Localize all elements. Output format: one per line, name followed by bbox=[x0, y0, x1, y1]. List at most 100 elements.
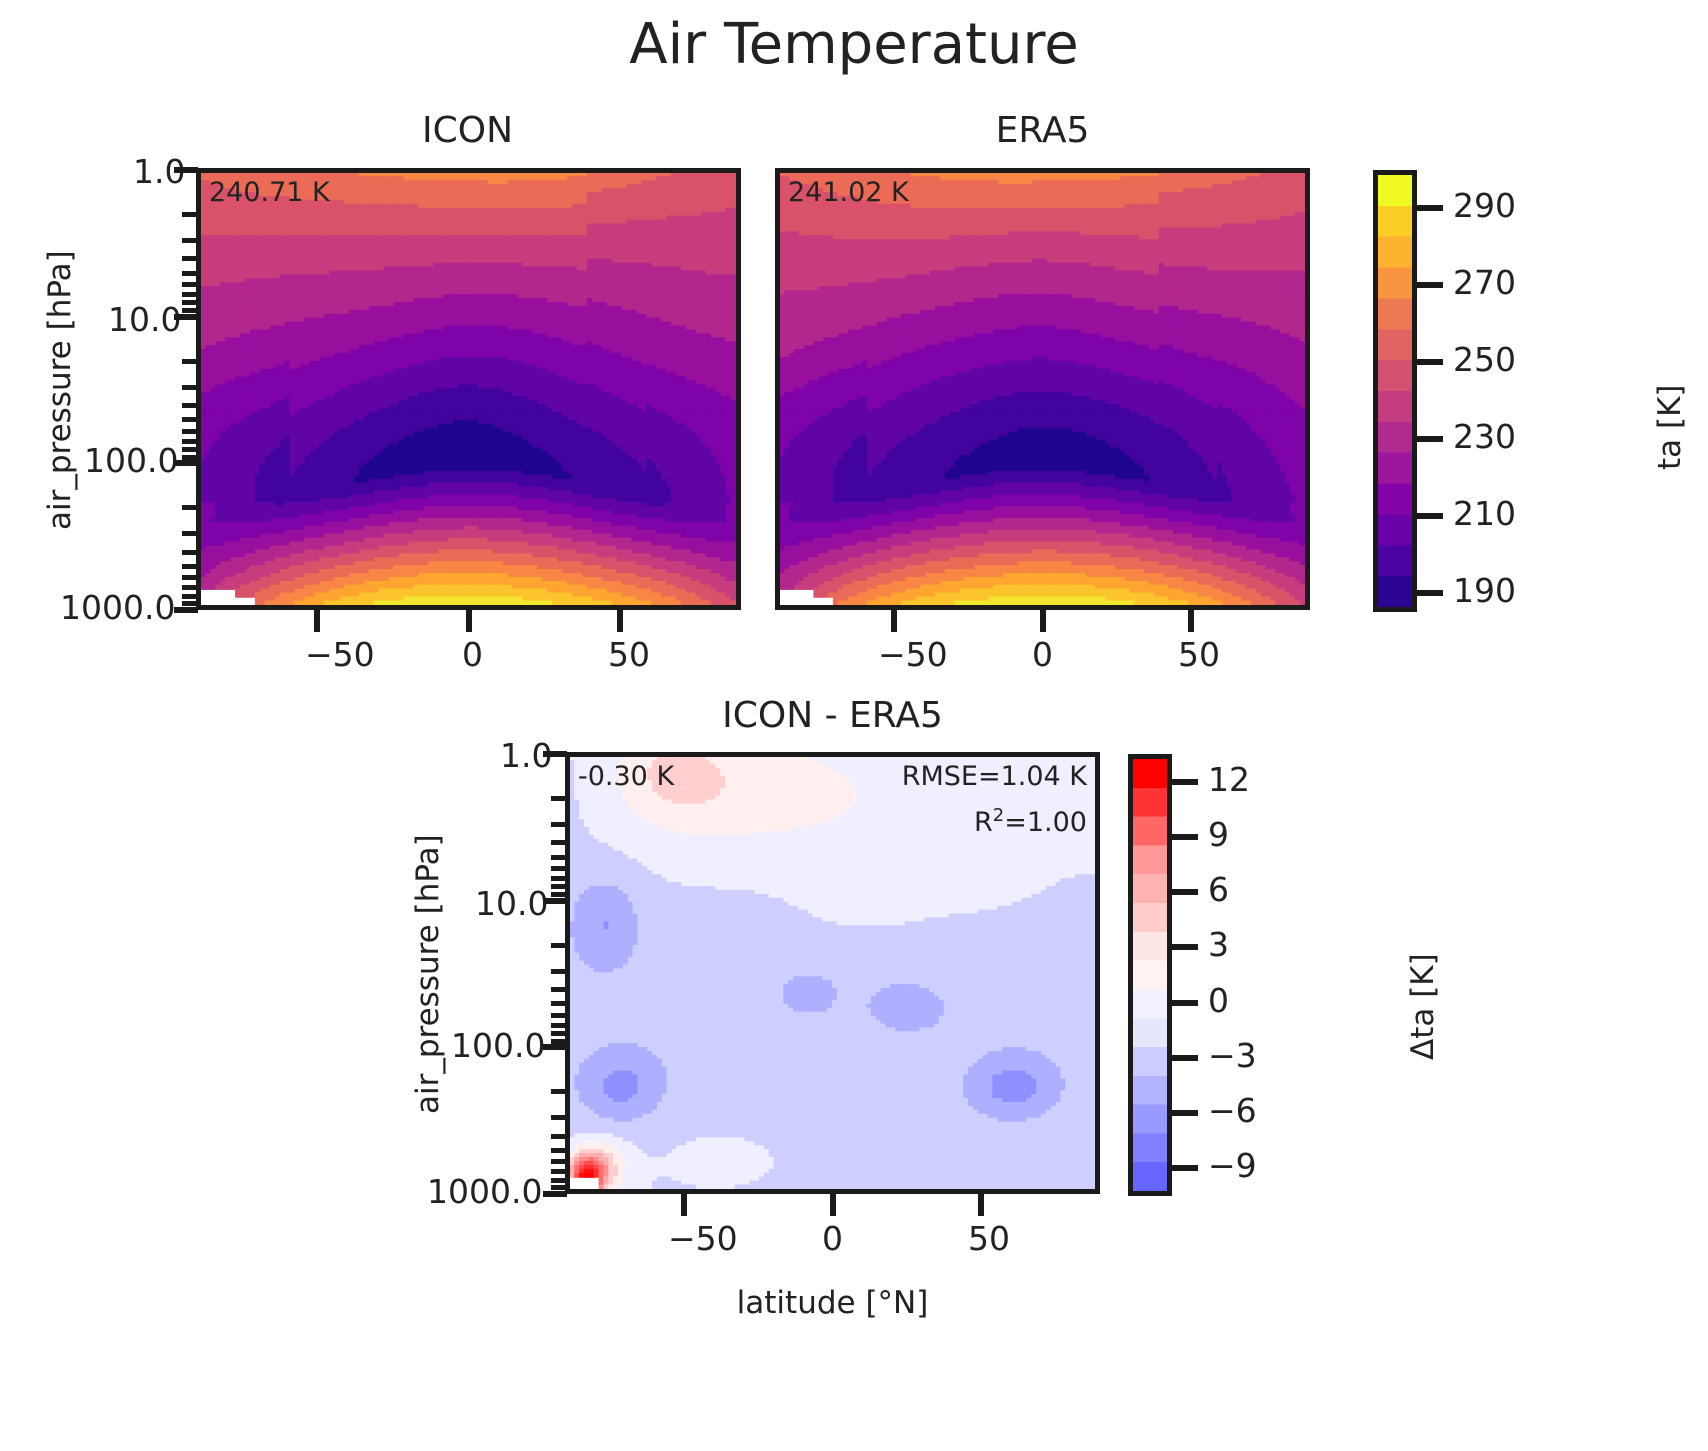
colorbar-tickmark bbox=[1172, 889, 1198, 896]
y-minor-tick bbox=[182, 531, 198, 537]
x-major-tick bbox=[465, 610, 472, 632]
xtick-icon-2: 50 bbox=[608, 635, 650, 674]
y-minor-tick bbox=[182, 454, 198, 460]
panel-title-diff: ICON - ERA5 bbox=[565, 695, 1100, 736]
colorbar-tick-label: 6 bbox=[1208, 870, 1229, 909]
colorbar-tick-label: 250 bbox=[1453, 340, 1516, 379]
y-major-tick bbox=[174, 460, 198, 467]
xtick-icon-0: −50 bbox=[305, 635, 375, 674]
y-minor-tick bbox=[551, 1012, 567, 1018]
panel-title-era5: ERA5 bbox=[775, 110, 1310, 151]
x-major-tick bbox=[616, 610, 623, 632]
x-major-tick bbox=[1039, 610, 1046, 632]
colorbar-tickmark bbox=[1417, 512, 1443, 519]
plot-diff[interactable]: -0.30 K RMSE=1.04 K R2=1.00 bbox=[565, 752, 1100, 1194]
ytick-icon-1: 10.0 bbox=[108, 300, 181, 339]
y-minor-tick bbox=[551, 1177, 567, 1183]
annotation-diff-r2-prefix: R bbox=[974, 807, 993, 838]
colorbar-difference-label: Δta [K] bbox=[1405, 953, 1441, 1060]
xtick-diff-2: 50 bbox=[968, 1219, 1010, 1258]
annotation-icon-mean: 240.71 K bbox=[209, 177, 330, 208]
y-minor-tick bbox=[182, 270, 198, 276]
plot-icon[interactable]: 240.71 K bbox=[196, 168, 741, 610]
xtick-era5-1: 0 bbox=[1032, 635, 1053, 674]
colorbar-tickmark bbox=[1417, 359, 1443, 366]
colorbar-tick-label: −6 bbox=[1208, 1091, 1257, 1130]
contour-era5 bbox=[780, 173, 1305, 605]
colorbar-difference[interactable] bbox=[1128, 754, 1172, 1196]
y-minor-tick bbox=[182, 307, 198, 313]
xtick-icon-1: 0 bbox=[462, 635, 483, 674]
colorbar-tick-label: −3 bbox=[1208, 1036, 1257, 1075]
colorbar-tickmark bbox=[1417, 589, 1443, 596]
ylabel-icon: air_pressure [hPa] bbox=[42, 250, 78, 530]
y-minor-tick bbox=[551, 1147, 567, 1153]
y-minor-tick bbox=[551, 796, 567, 802]
y-minor-tick bbox=[551, 854, 567, 860]
y-minor-tick bbox=[182, 575, 198, 581]
contour-diff bbox=[570, 757, 1095, 1189]
figure-title: Air Temperature bbox=[0, 12, 1708, 77]
colorbar-tick-label: 9 bbox=[1208, 815, 1229, 854]
y-minor-tick bbox=[551, 1031, 567, 1037]
y-minor-tick bbox=[551, 1133, 567, 1139]
y-minor-tick bbox=[182, 417, 198, 423]
colorbar-tickmark bbox=[1172, 944, 1198, 951]
y-minor-tick bbox=[551, 866, 567, 872]
annotation-diff-rmse: RMSE=1.04 K bbox=[902, 761, 1087, 792]
y-minor-tick bbox=[551, 821, 567, 827]
x-major-tick bbox=[680, 1194, 687, 1216]
colorbar-temperature[interactable] bbox=[1373, 170, 1417, 612]
y-minor-tick bbox=[182, 384, 198, 390]
annotation-diff-bias: -0.30 K bbox=[578, 761, 674, 792]
annotation-diff-r2-value: =1.00 bbox=[1004, 807, 1087, 838]
y-minor-tick bbox=[551, 1089, 567, 1095]
y-minor-tick bbox=[182, 212, 198, 218]
colorbar-tick-label: 190 bbox=[1453, 571, 1516, 610]
xlabel-diff: latitude [°N] bbox=[565, 1285, 1100, 1321]
x-major-tick bbox=[978, 1194, 985, 1216]
y-minor-tick bbox=[551, 1038, 567, 1044]
ylabel-diff: air_pressure [hPa] bbox=[410, 834, 446, 1114]
annotation-diff-r2: R2=1.00 bbox=[974, 805, 1087, 838]
colorbar-tickmark bbox=[1172, 1165, 1198, 1172]
y-minor-tick bbox=[182, 585, 198, 591]
panel-title-icon: ICON bbox=[195, 110, 740, 151]
y-minor-tick bbox=[551, 942, 567, 948]
colorbar-tick-label: 12 bbox=[1208, 760, 1250, 799]
plot-era5[interactable]: 241.02 K bbox=[775, 168, 1310, 610]
y-major-tick bbox=[543, 897, 567, 904]
colorbar-tickmark bbox=[1172, 1110, 1198, 1117]
y-minor-tick bbox=[182, 563, 198, 569]
colorbar-tick-label: −9 bbox=[1208, 1146, 1257, 1185]
colorbar-tickmark bbox=[1417, 282, 1443, 289]
y-minor-tick bbox=[182, 358, 198, 364]
y-minor-tick bbox=[182, 237, 198, 243]
colorbar-tick-label: 210 bbox=[1453, 494, 1516, 533]
y-minor-tick bbox=[551, 884, 567, 890]
y-major-tick bbox=[543, 751, 567, 757]
y-major-tick bbox=[543, 1191, 567, 1197]
colorbar-tick-label: 270 bbox=[1453, 263, 1516, 302]
colorbar-temperature-label: ta [K] bbox=[1652, 384, 1688, 470]
y-minor-tick bbox=[182, 300, 198, 306]
y-minor-tick bbox=[182, 505, 198, 511]
y-minor-tick bbox=[182, 438, 198, 444]
x-major-tick bbox=[890, 610, 897, 632]
xtick-era5-2: 50 bbox=[1178, 635, 1220, 674]
y-major-tick bbox=[543, 1044, 567, 1051]
annotation-diff-r2-exponent: 2 bbox=[993, 805, 1004, 826]
y-minor-tick bbox=[551, 840, 567, 846]
y-major-tick bbox=[174, 167, 198, 173]
colorbar-tickmark bbox=[1172, 1054, 1198, 1061]
x-major-tick bbox=[829, 1194, 836, 1216]
x-major-tick bbox=[314, 610, 321, 632]
contour-icon bbox=[201, 173, 736, 605]
ytick-diff-1: 10.0 bbox=[475, 884, 548, 923]
colorbar-tick-label: 230 bbox=[1453, 417, 1516, 456]
colorbar-tick-label: 3 bbox=[1208, 925, 1229, 964]
colorbar-tickmark bbox=[1172, 778, 1198, 785]
colorbar-tick-label: 290 bbox=[1453, 186, 1516, 225]
x-major-tick bbox=[1188, 610, 1195, 632]
